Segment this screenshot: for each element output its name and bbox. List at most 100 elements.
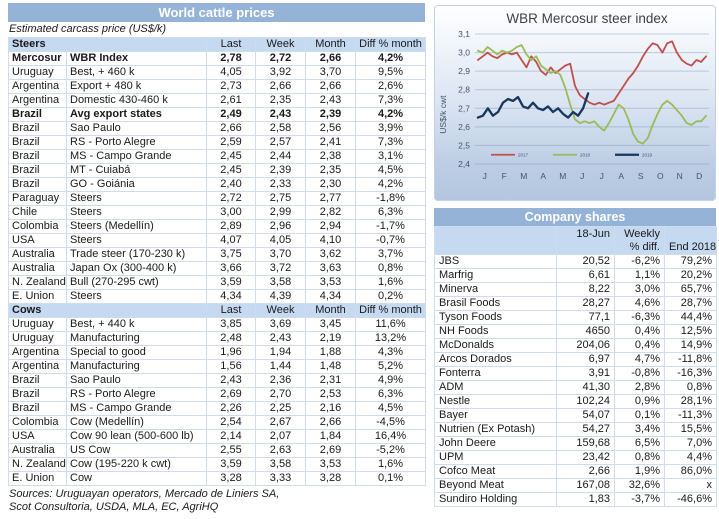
cell-company: McDonalds xyxy=(434,338,557,353)
cell-weekly-diff: 1,9% xyxy=(614,464,665,479)
cell-description: Export + 480 k xyxy=(65,79,208,94)
cell-description: Cow (Medellín) xyxy=(65,415,208,430)
cell-month: 2,53 xyxy=(305,387,357,402)
cell-week: 2,35 xyxy=(255,93,307,108)
table-row: JBS 20,52 -6,2% 79,2% xyxy=(434,254,717,269)
cell-last: 2,14 xyxy=(206,429,257,444)
cell-description: Sao Paulo xyxy=(65,121,208,136)
table-row: Brazil Sao Paulo 2,66 2,58 2,56 3,9% xyxy=(8,121,427,136)
cell-week: 2,67 xyxy=(255,415,307,430)
column-header: Week xyxy=(255,303,307,318)
cell-month: 2,16 xyxy=(305,401,357,416)
cell-end-2018: 15,5% xyxy=(664,422,717,437)
cell-week: 2,72 xyxy=(255,51,307,66)
cell-week: 1,44 xyxy=(255,359,307,374)
table-row: Brazil GO - Goiánia 2,40 2,33 2,30 4,2% xyxy=(8,177,427,192)
cell-diff: 3,9% xyxy=(355,121,427,136)
cell-week: 3,72 xyxy=(255,261,307,276)
mercosur-chart-panel: WBR Mercosur steer index 2,4 2,5 2,6 2,7 2,8 2… xyxy=(434,5,716,201)
cell-end-2018: -16,3% xyxy=(664,366,717,381)
cell-month: 2,66 xyxy=(305,415,357,430)
cell-month: 2,30 xyxy=(305,177,357,192)
cell-company: ADM xyxy=(434,380,557,395)
cell-month: 3,28 xyxy=(305,471,357,486)
cell-last: 2,45 xyxy=(206,163,257,178)
cell-company: Arcos Dorados xyxy=(434,352,557,367)
table-row: E. Union Steers 4,34 4,39 4,34 0,2% xyxy=(8,289,427,304)
cell-country: Argentina xyxy=(8,93,67,108)
cell-end-2018: 14,9% xyxy=(664,338,717,353)
cell-last: 2,40 xyxy=(206,177,257,192)
cell-week: 2,99 xyxy=(255,205,307,220)
cell-last: 3,59 xyxy=(206,457,257,472)
sources-line-2: Scot Consultoria, USDA, MLA, EC, AgriHQ xyxy=(9,501,219,513)
cell-country: Argentina xyxy=(8,359,67,374)
cell-last: 3,28 xyxy=(206,471,257,486)
shares-header-weekly-line1: Weekly xyxy=(624,228,660,240)
cell-price: 8,22 xyxy=(556,282,615,297)
company-shares-panel: Company shares 18-Jun Weekly % diff. xyxy=(434,208,717,507)
cell-country: Brazil xyxy=(8,401,67,416)
cell-end-2018: -11,8% xyxy=(664,352,717,367)
cell-weekly-diff: 1,1% xyxy=(614,268,665,283)
cell-diff: 4,3% xyxy=(355,345,427,360)
sources-note: Sources: Uruguayan operators, Mercado de… xyxy=(8,486,425,514)
cell-company: John Deere xyxy=(434,436,557,451)
cell-diff: 6,3% xyxy=(355,205,427,220)
cell-description: Steers xyxy=(65,289,208,304)
cell-last: 2,66 xyxy=(206,121,257,136)
table-row: Australia Trade steer (170-230 k) 3,75 3,70… xyxy=(8,247,427,262)
cell-weekly-diff: 0,9% xyxy=(614,394,665,409)
x-tick-label: F xyxy=(502,171,507,181)
x-tick-label: O xyxy=(657,171,664,181)
shares-header-weekly-line2: % diff. xyxy=(629,241,660,253)
cell-last: 2,49 xyxy=(206,107,257,122)
y-tick-label: 2,7 xyxy=(458,103,470,113)
cell-country: Brazil xyxy=(8,177,67,192)
table-row: Argentina Export + 480 k 2,73 2,66 2,66 2,6% xyxy=(8,79,427,94)
shares-table-body: 18-Jun Weekly % diff. End 2018 JBS 20,52-… xyxy=(434,226,717,507)
cell-end-2018: 12,5% xyxy=(664,324,717,339)
cell-last: 2,55 xyxy=(206,443,257,458)
cell-description: Cow xyxy=(65,471,208,486)
cell-diff: 4,2% xyxy=(355,177,427,192)
cell-weekly-diff: 2,8% xyxy=(614,380,665,395)
cell-weekly-diff: 0,4% xyxy=(614,324,665,339)
table-row: Arcos Dorados 6,97 4,7% -11,8% xyxy=(434,352,717,367)
cell-price: 6,97 xyxy=(556,352,615,367)
cell-company: UPM xyxy=(434,450,557,465)
table-row: Australia Japan Ox (300-400 k) 3,66 3,72 3,6… xyxy=(8,261,427,276)
cell-diff: 2,6% xyxy=(355,79,427,94)
cell-company: Nutrien (Ex Potash) xyxy=(434,422,557,437)
cell-country: Brazil xyxy=(8,163,67,178)
cell-price: 28,27 xyxy=(556,296,615,311)
cell-diff: 4,2% xyxy=(355,107,427,122)
cell-diff: -1,7% xyxy=(355,219,427,234)
y-tick-label: 2,9 xyxy=(458,66,470,76)
table-row: Minerva 8,22 3,0% 65,7% xyxy=(434,282,717,297)
table-row: UPM 23,42 0,8% 4,4% xyxy=(434,450,717,465)
cell-month: 1,88 xyxy=(305,345,357,360)
cell-last: 2,43 xyxy=(206,373,257,388)
cell-description: MT - Cuiabá xyxy=(65,163,208,178)
cell-week: 3,58 xyxy=(255,457,307,472)
cell-company: JBS xyxy=(434,254,557,269)
y-tick-label: 3,0 xyxy=(458,48,470,58)
cell-country: Argentina xyxy=(8,79,67,94)
cell-week: 2,43 xyxy=(255,331,307,346)
table-row: N. Zealand Bull (270-295 cwt) 3,59 3,58 3,53… xyxy=(8,275,427,290)
cell-company: Beyond Meat xyxy=(434,478,557,493)
sources-line-1: Sources: Uruguayan operators, Mercado de… xyxy=(9,488,280,500)
cell-diff: 4,2% xyxy=(355,51,427,66)
cell-month: 2,94 xyxy=(305,219,357,234)
table-row: Brasil Foods 28,27 4,6% 28,7% xyxy=(434,296,717,311)
cell-country: E. Union xyxy=(8,289,67,304)
cell-country: Australia xyxy=(8,261,67,276)
cell-last: 2,78 xyxy=(206,51,257,66)
table-row: Beyond Meat 167,08 32,6% x xyxy=(434,478,717,493)
cell-company: Sundiro Holding xyxy=(434,492,557,507)
company-shares-title: Company shares xyxy=(434,208,716,226)
cell-company: NH Foods xyxy=(434,324,557,339)
cell-country: Paraguay xyxy=(8,191,67,206)
cell-week: 3,92 xyxy=(255,65,307,80)
